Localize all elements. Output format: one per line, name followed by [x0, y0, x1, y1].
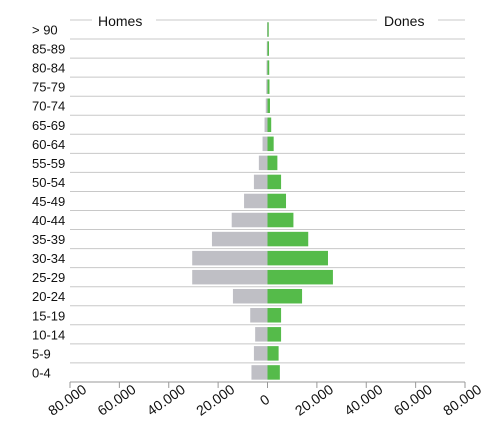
bar-homes [265, 98, 268, 113]
x-tick-label: 80.000 [45, 381, 89, 419]
bar-homes [264, 117, 268, 133]
category-label: 15-19 [32, 308, 65, 323]
x-axis: 80.000 60.000 40.000 20.000 0 20.000 40.000 60.… [45, 381, 481, 419]
bar-dones [267, 250, 328, 266]
bar-dones [267, 174, 282, 190]
category-label: 0-4 [32, 365, 51, 380]
bars [192, 22, 333, 380]
bar-homes [192, 269, 268, 285]
category-label: 45-49 [32, 194, 65, 209]
bar-dones [267, 79, 270, 94]
bar-homes [192, 250, 268, 266]
bar-homes [251, 365, 268, 380]
category-label: 20-24 [32, 289, 65, 304]
bar-dones [267, 98, 270, 113]
bar-dones [267, 269, 333, 285]
x-tick-label: 20.000 [292, 381, 336, 419]
category-label: 5-9 [32, 346, 51, 361]
series-label-homes: Homes [98, 13, 142, 29]
bar-dones [267, 117, 272, 133]
category-label: 60-64 [32, 137, 65, 152]
bar-homes [253, 346, 268, 361]
bar-homes [232, 288, 268, 304]
bar-homes [255, 327, 268, 342]
category-label: 40-44 [32, 213, 65, 228]
x-tick-label: 60.000 [94, 381, 138, 419]
x-tick-label: 80.000 [440, 381, 481, 419]
bar-homes [266, 60, 268, 75]
category-label: 30-34 [32, 251, 65, 266]
bar-homes [231, 212, 268, 228]
category-label: 65-69 [32, 118, 65, 133]
bar-dones [267, 22, 269, 37]
bar-dones [267, 60, 270, 75]
gridlines [70, 19, 465, 383]
bar-homes [262, 136, 268, 152]
category-label: 80-84 [32, 61, 65, 76]
series-labels: Homes Dones [98, 13, 424, 29]
bar-dones [267, 212, 294, 228]
category-label: 35-39 [32, 232, 65, 247]
bar-dones [267, 231, 309, 247]
category-label: 85-89 [32, 42, 65, 57]
bar-dones [267, 41, 269, 56]
category-label: 10-14 [32, 327, 65, 342]
bar-homes [266, 41, 268, 56]
bar-dones [267, 308, 282, 323]
category-label: > 90 [32, 23, 58, 38]
series-label-dones: Dones [384, 13, 424, 29]
x-tick-label: 60.000 [391, 381, 435, 419]
bar-homes [211, 231, 268, 247]
category-label: 55-59 [32, 156, 65, 171]
bar-homes [266, 79, 268, 94]
x-tick-label: 20.000 [193, 381, 237, 419]
bar-dones [267, 288, 303, 304]
bar-homes [244, 193, 268, 209]
bar-homes [253, 174, 268, 190]
bar-homes [250, 308, 268, 323]
category-label: 75-79 [32, 80, 65, 95]
bar-dones [267, 136, 274, 152]
x-tick-label: 40.000 [144, 381, 188, 419]
bar-homes [258, 155, 268, 171]
category-label: 25-29 [32, 270, 65, 285]
bar-dones [267, 327, 282, 342]
bar-dones [267, 365, 280, 380]
bar-dones [267, 193, 287, 209]
bar-dones [267, 346, 279, 361]
bar-dones [267, 155, 278, 171]
x-tick-label: 0 [257, 391, 273, 409]
category-label: 70-74 [32, 99, 65, 114]
category-labels: > 90 85-89 80-84 75-79 70-74 65-69 60-64 55-59 5… [32, 23, 65, 381]
category-label: 50-54 [32, 175, 65, 190]
x-tick-label: 40.000 [341, 381, 385, 419]
